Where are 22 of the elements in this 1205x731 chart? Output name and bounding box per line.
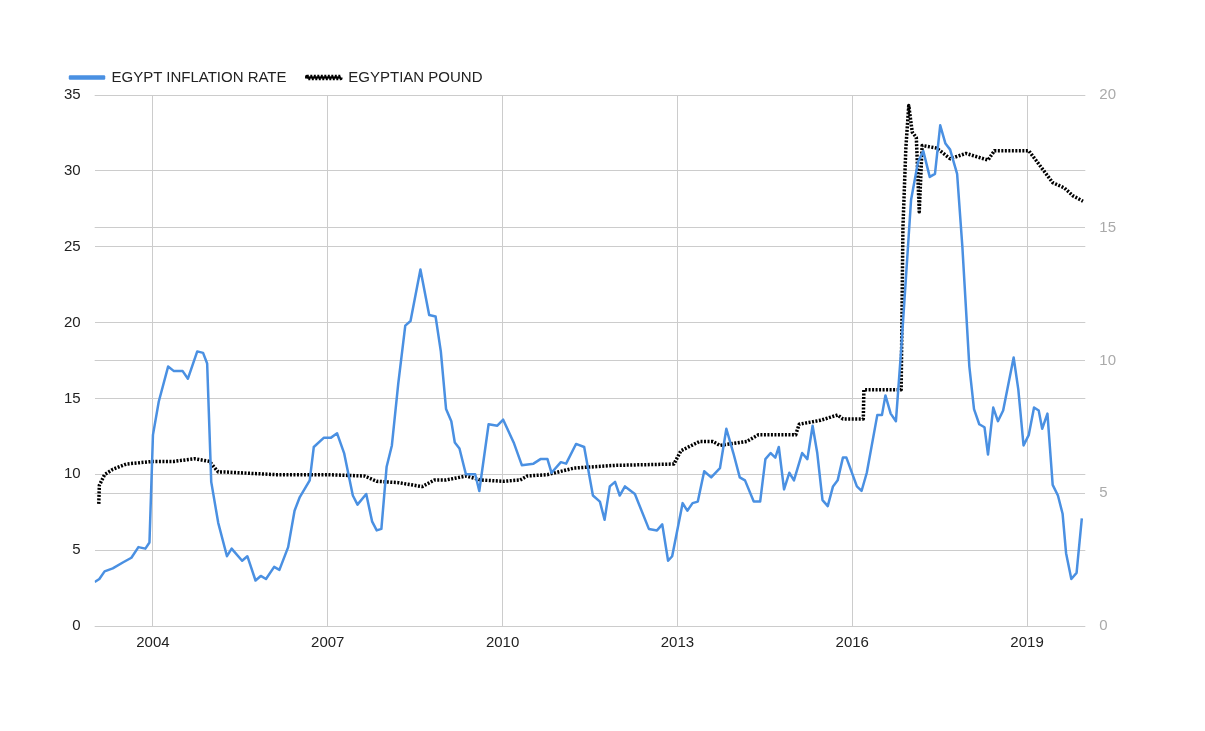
y-tick-label: 20 [64, 312, 81, 330]
y2-tick-label: 5 [1099, 483, 1108, 501]
x-tick-label: 2007 [311, 633, 345, 651]
y-tick-label: 25 [64, 236, 81, 254]
legend-label: EGYPTIAN POUND [348, 67, 483, 85]
y-tick-label: 35 [64, 85, 81, 103]
x-tick-label: 2004 [136, 633, 170, 651]
x-tick-label: 2016 [835, 633, 869, 651]
y2-tick-label: 10 [1099, 350, 1116, 368]
x-tick-label: 2010 [485, 633, 520, 651]
legend-label: EGYPT INFLATION RATE [111, 67, 287, 85]
y-tick-label: 30 [64, 161, 81, 178]
line-series [97, 103, 1085, 506]
y-tick-label: 5 [72, 540, 81, 558]
y-tick-label: 10 [64, 464, 81, 482]
y2-tick-label: 0 [1099, 616, 1108, 634]
y-tick-label: 15 [64, 388, 81, 406]
y-tick-label: 0 [72, 616, 81, 634]
x-tick-label: 2019 [1010, 633, 1044, 651]
y2-tick-label: 15 [1099, 217, 1116, 235]
x-tick-label: 2013 [660, 633, 695, 651]
y2-tick-label: 20 [1099, 85, 1116, 103]
